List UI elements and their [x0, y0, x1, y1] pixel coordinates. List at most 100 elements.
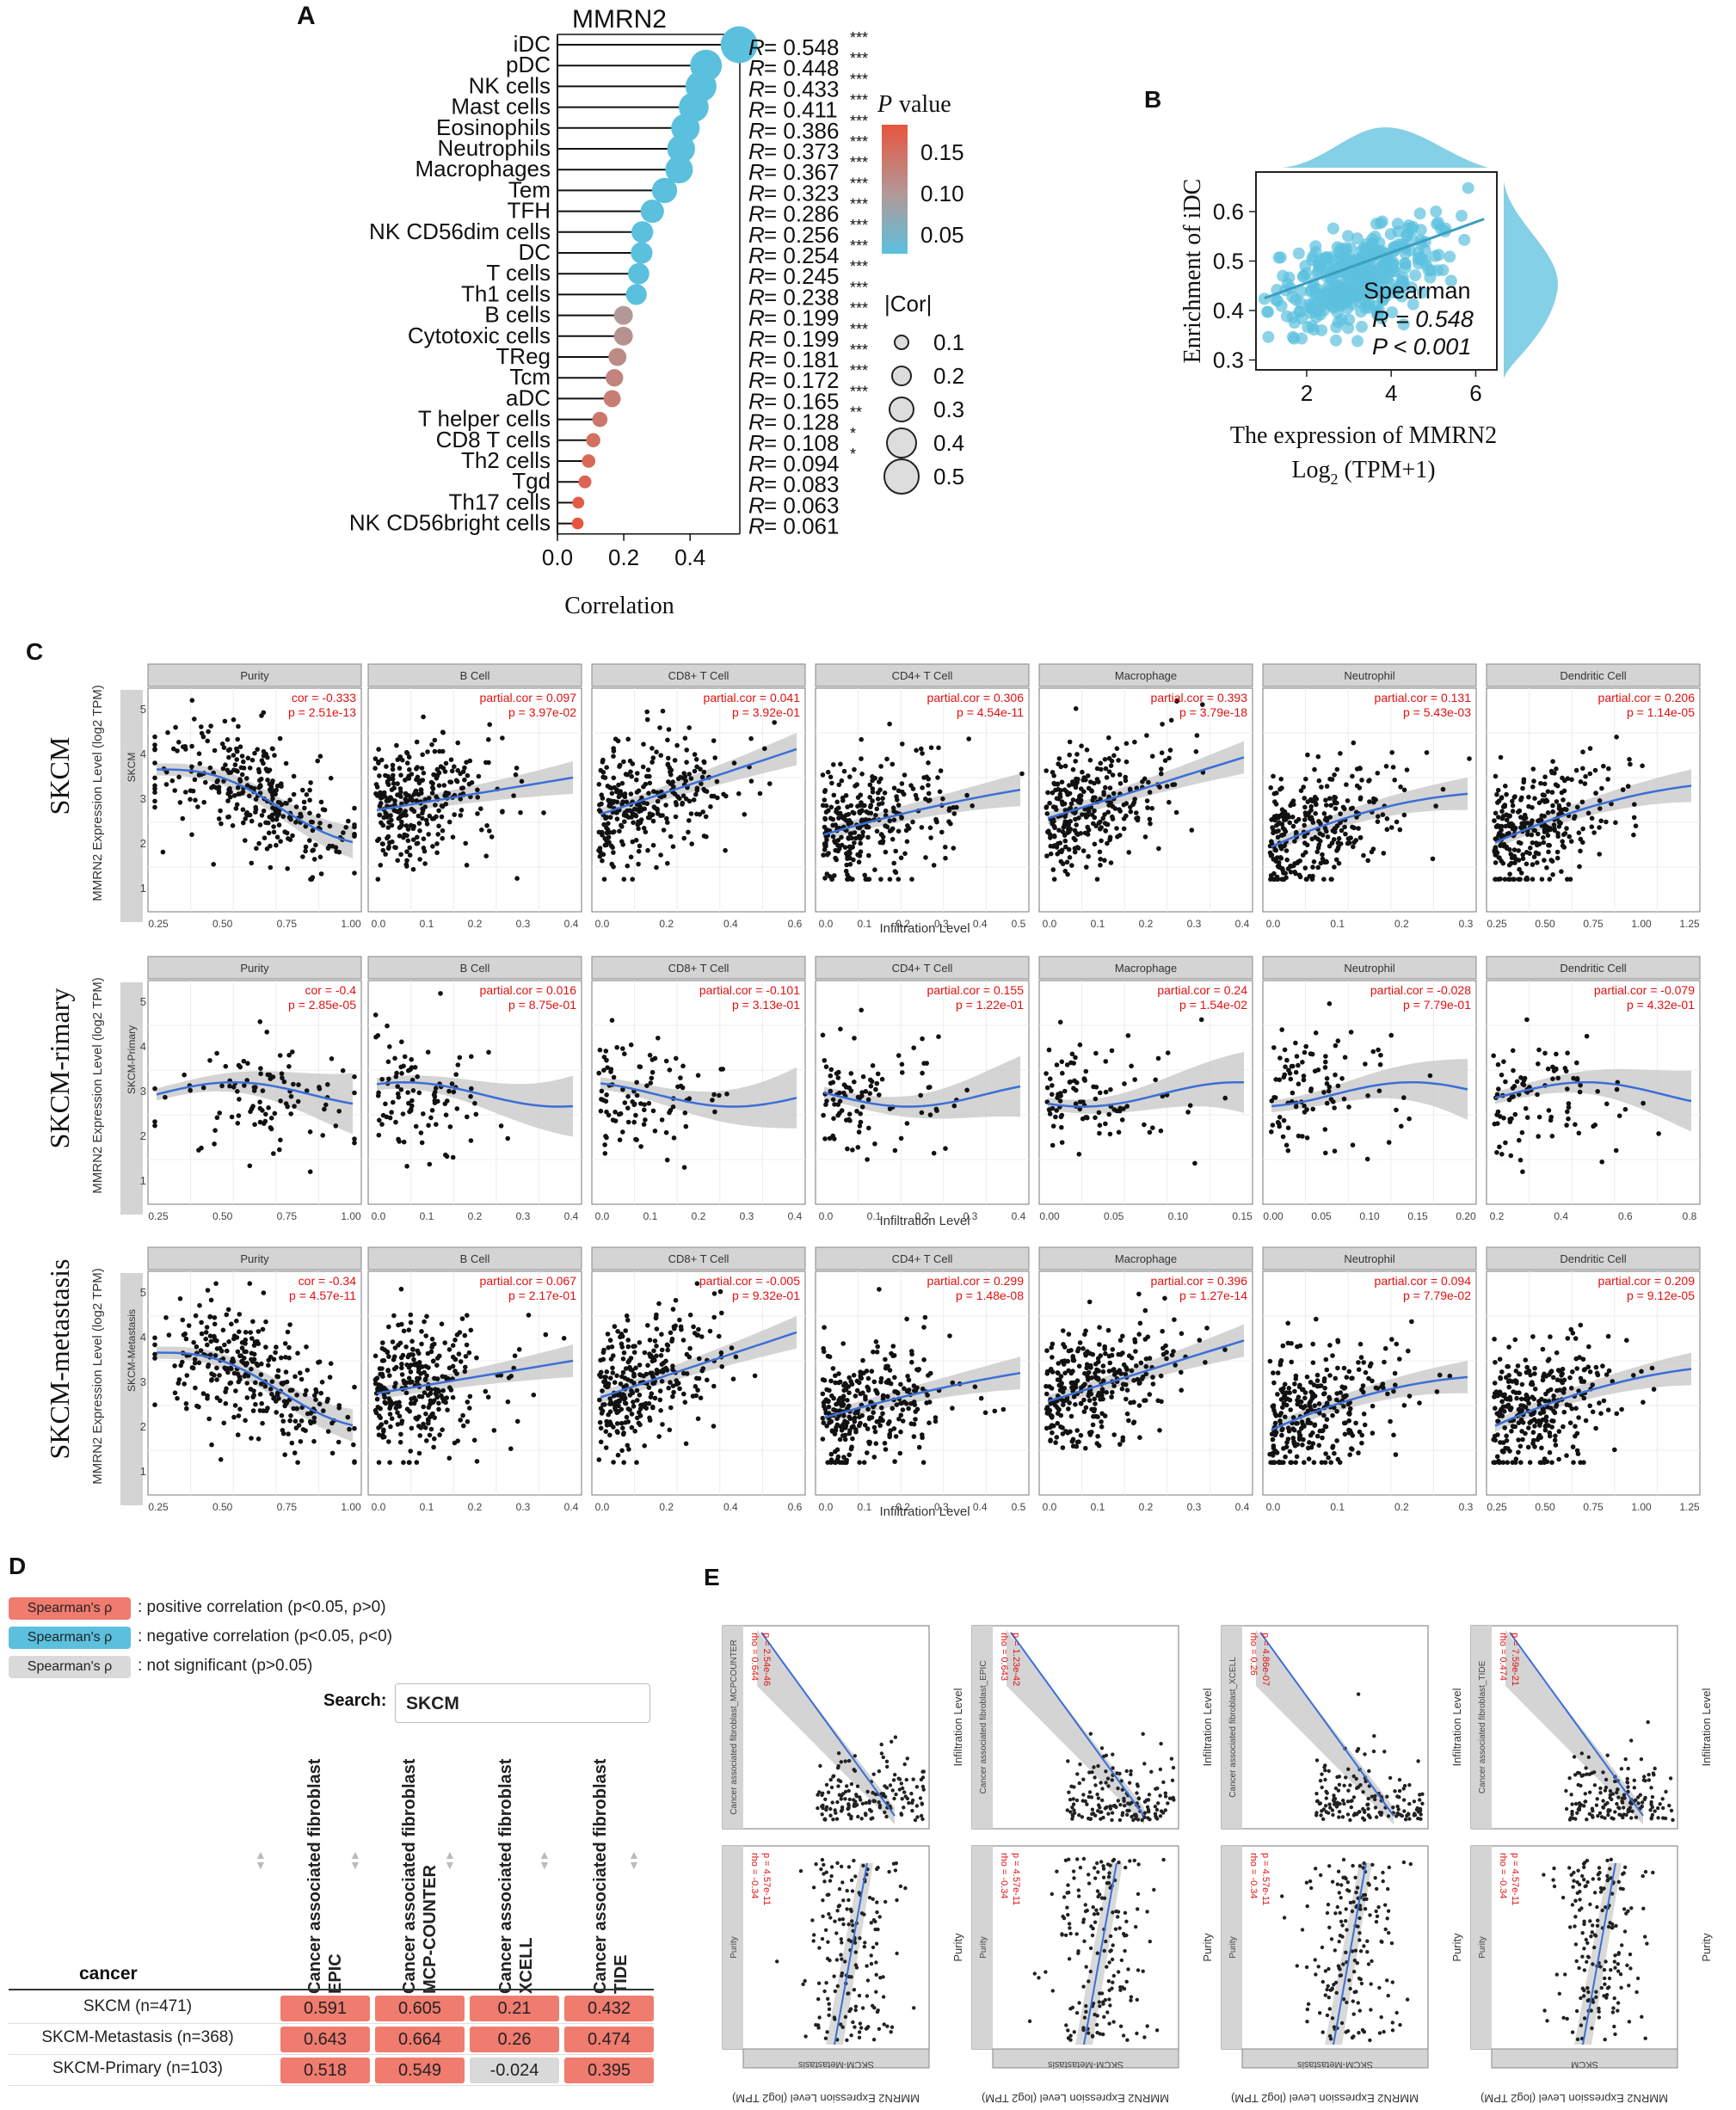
data-point [1303, 1043, 1308, 1049]
x-axis-label: The expression of MMRN2 [1230, 422, 1497, 449]
data-point [607, 1432, 613, 1438]
data-point [841, 768, 847, 774]
data-point [631, 1399, 636, 1405]
data-point [417, 828, 422, 834]
data-point [172, 1363, 177, 1369]
data-point [253, 809, 258, 815]
data-point [694, 1281, 700, 1286]
x-tick-label: 0.00 [1039, 1210, 1060, 1222]
data-point [1324, 1100, 1330, 1106]
data-point [943, 845, 948, 850]
data-point [860, 1073, 866, 1080]
data-point [670, 1363, 675, 1369]
data-point [1112, 806, 1118, 811]
data-point [1550, 809, 1555, 815]
r-label-value: = 0.367 [764, 159, 839, 185]
data-point [176, 774, 182, 780]
data-point [1404, 767, 1410, 772]
data-point [443, 760, 449, 766]
data-point [1121, 816, 1127, 821]
data-point [1542, 858, 1547, 863]
data-point [1538, 780, 1543, 786]
data-point [1088, 788, 1094, 793]
data-point [856, 859, 862, 864]
data-point [1577, 1089, 1583, 1095]
data-point [457, 1330, 463, 1335]
data-point [1614, 1086, 1620, 1092]
data-point [1323, 1059, 1328, 1065]
data-point [463, 1354, 469, 1359]
data-point [259, 813, 265, 818]
data-point [634, 1460, 639, 1465]
cor-legend-tick: 0.5 [933, 464, 964, 489]
data-point [649, 1358, 656, 1364]
data-point [1556, 803, 1562, 809]
data-point [1551, 1068, 1557, 1073]
data-point [1334, 766, 1340, 772]
data-point [1375, 771, 1381, 776]
data-point [196, 1147, 201, 1153]
data-point [1335, 1083, 1341, 1089]
data-point [1321, 1090, 1327, 1095]
data-point [462, 777, 467, 783]
data-point [1370, 1049, 1376, 1055]
data-point [920, 1435, 925, 1441]
data-point [1050, 804, 1056, 809]
data-point [1332, 797, 1337, 803]
data-point [647, 811, 653, 816]
data-point [867, 1439, 872, 1445]
data-point [835, 1102, 841, 1107]
data-point [486, 1049, 491, 1055]
data-point [913, 1417, 918, 1422]
data-point [672, 758, 678, 763]
data-point [429, 1337, 435, 1342]
data-point [832, 1136, 837, 1141]
data-point [264, 768, 270, 773]
data-point [276, 1396, 281, 1401]
data-point [244, 1395, 250, 1400]
data-point [628, 791, 634, 797]
facet-strip-label: Purity [240, 962, 269, 975]
data-point [182, 1072, 187, 1078]
data-point [249, 1350, 255, 1356]
data-point [900, 1070, 905, 1075]
data-point [439, 1321, 445, 1326]
data-point [251, 1343, 257, 1348]
data-point [883, 808, 889, 814]
data-point [474, 1355, 479, 1361]
data-point [393, 1381, 398, 1386]
x-tick-label: 0.2 [915, 1210, 930, 1222]
data-point [1272, 847, 1278, 852]
data-point [1156, 846, 1161, 852]
data-point [442, 1101, 448, 1106]
p-value-annotation: p = 8.75e-01 [508, 998, 576, 1012]
data-point [1522, 816, 1527, 821]
data-point [237, 1376, 243, 1382]
data-point [1282, 1072, 1288, 1078]
data-point [1601, 763, 1606, 769]
data-point [854, 782, 859, 787]
data-point [1492, 1121, 1498, 1127]
data-point [1085, 824, 1090, 830]
data-point [221, 745, 227, 750]
data-point [389, 1110, 394, 1115]
data-point [212, 1334, 217, 1340]
data-point [616, 1111, 622, 1117]
data-point [380, 1374, 385, 1379]
data-point [1545, 789, 1551, 794]
data-point [933, 1418, 939, 1424]
data-point [880, 1411, 885, 1417]
data-point [647, 1415, 652, 1421]
data-point [328, 775, 334, 781]
data-point [1536, 1061, 1541, 1067]
data-point [468, 1138, 474, 1143]
data-point [723, 847, 728, 853]
data-point [352, 1136, 357, 1141]
r-label-letter: R [748, 201, 765, 227]
data-point [900, 1407, 906, 1412]
data-point [264, 1030, 270, 1035]
data-point [233, 806, 239, 811]
data-point [1054, 845, 1060, 850]
data-point [1348, 806, 1354, 811]
data-point [408, 1449, 414, 1454]
